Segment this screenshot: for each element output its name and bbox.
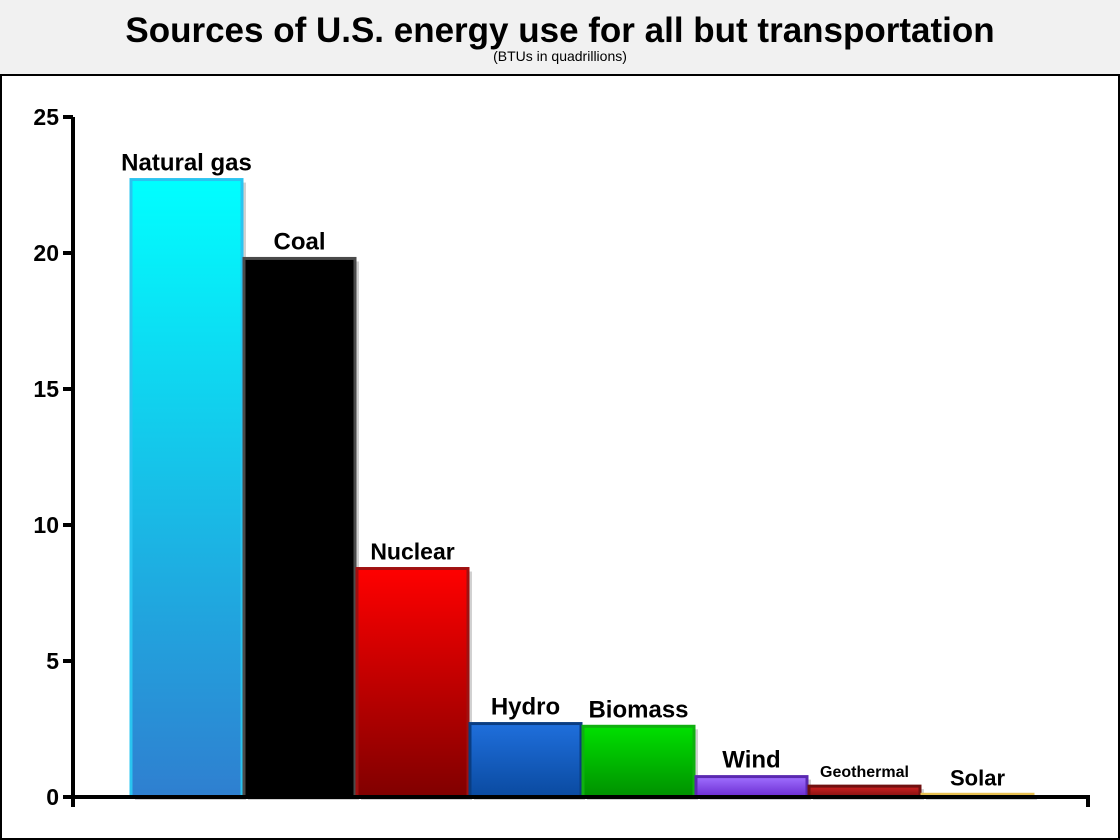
bar-label: Solar (950, 765, 1005, 790)
bar-label: Wind (722, 747, 780, 774)
bar-nuclear (355, 567, 470, 799)
title-band: Sources of U.S. energy use for all but t… (0, 0, 1120, 74)
bar-coal (242, 256, 357, 799)
chart-subtitle: (BTUs in quadrillions) (493, 48, 627, 64)
bar-label: Natural gas (121, 150, 252, 177)
bar-label: Coal (273, 228, 325, 255)
y-tick-label: 15 (33, 376, 59, 402)
bar-natural-gas (129, 178, 244, 799)
bar-label: Hydro (491, 694, 560, 721)
y-tick-label: 10 (33, 512, 59, 538)
bar-label: Geothermal (820, 764, 909, 781)
y-tick-label: 20 (33, 240, 59, 266)
y-tick-label: 25 (33, 104, 59, 130)
bar-label: Biomass (588, 696, 688, 723)
y-tick-label: 5 (46, 648, 59, 674)
bar-hydro (468, 722, 583, 799)
chart-title: Sources of U.S. energy use for all but t… (125, 11, 995, 50)
bar-label: Nuclear (370, 539, 454, 565)
y-tick-label: 0 (46, 784, 59, 810)
bar-wind (694, 775, 809, 799)
bar-biomass (581, 724, 696, 799)
